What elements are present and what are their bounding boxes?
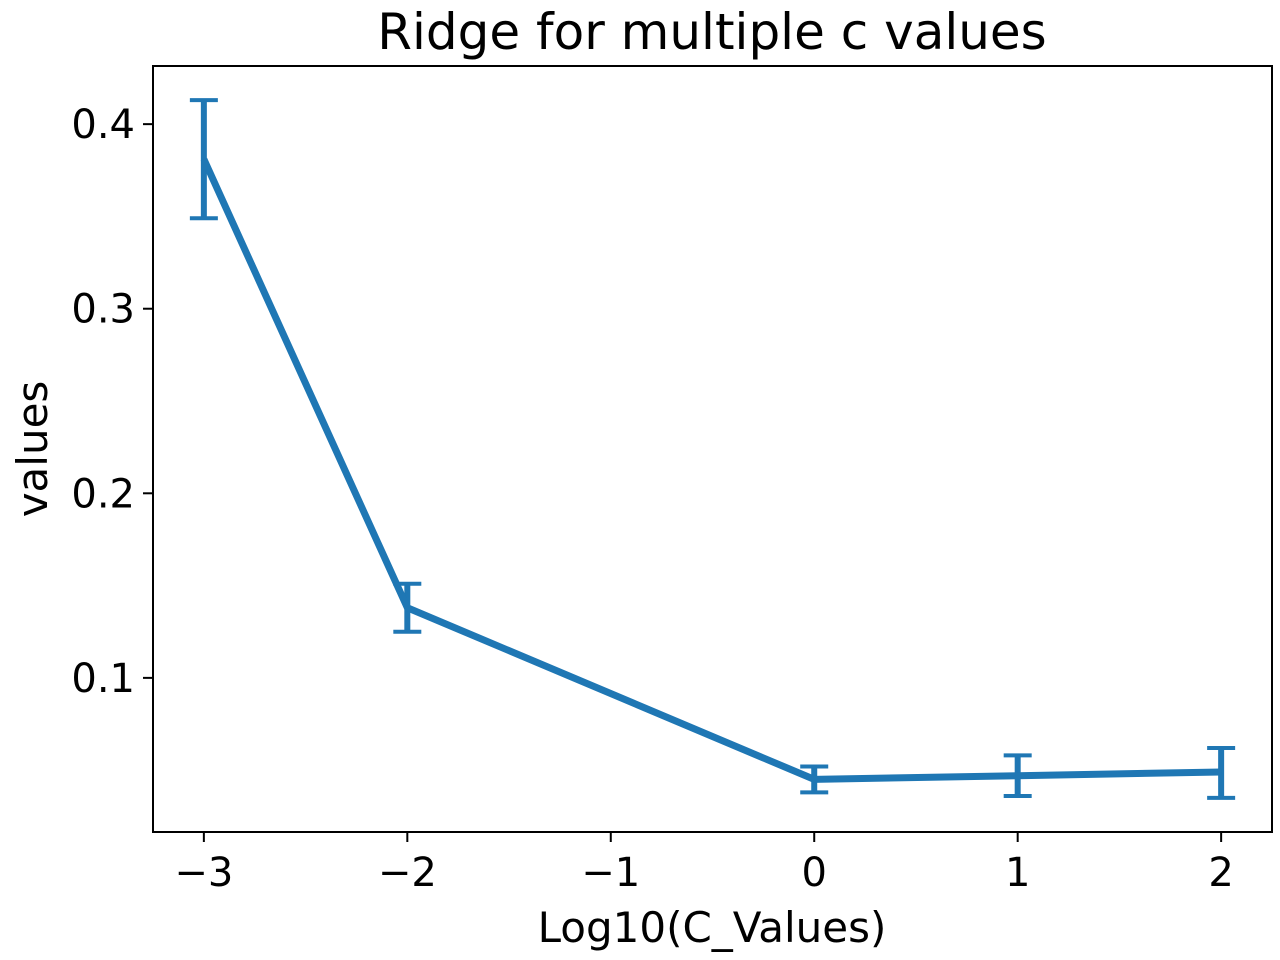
y-tick-label: 0.2 bbox=[71, 471, 135, 517]
x-axis-label: Log10(C_Values) bbox=[538, 903, 887, 952]
series-line bbox=[200, 157, 1222, 783]
y-tick-label: 0.4 bbox=[71, 102, 135, 148]
x-tick-label: 0 bbox=[802, 850, 827, 896]
series-layer bbox=[189, 98, 1236, 800]
y-tick-label: 0.3 bbox=[71, 287, 135, 333]
x-tick-label: 2 bbox=[1208, 850, 1233, 896]
chart-title: Ridge for multiple c values bbox=[377, 3, 1046, 61]
y-tick-label: 0.1 bbox=[71, 656, 135, 702]
x-tick-label: −1 bbox=[581, 850, 640, 896]
x-tick-label: −2 bbox=[378, 850, 437, 896]
x-axis-ticks: −3 −2 −1 0 1 2 bbox=[174, 832, 1234, 896]
y-axis-ticks: 0.1 0.2 0.3 0.4 bbox=[71, 102, 153, 702]
x-tick-label: 1 bbox=[1005, 850, 1030, 896]
x-tick-label: −3 bbox=[174, 850, 233, 896]
y-axis-label: values bbox=[8, 381, 57, 518]
plot-frame bbox=[152, 65, 1273, 833]
